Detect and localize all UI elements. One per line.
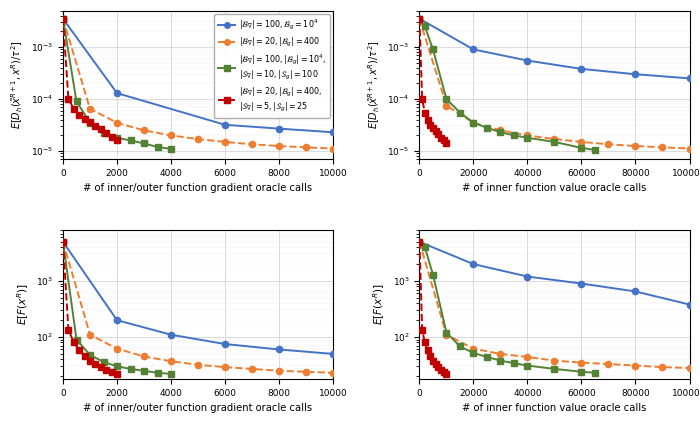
Legend: $|\mathcal{B}_{\nabla}| = 100, \mathcal{B}_g = 10^4$, $|\mathcal{B}_{\nabla}| = : $|\mathcal{B}_{\nabla}| = 100, \mathcal{… bbox=[214, 14, 330, 118]
Y-axis label: $E[D_h(\tilde{x}^{R+1}, x^R)/\tau^2]$: $E[D_h(\tilde{x}^{R+1}, x^R)/\tau^2]$ bbox=[366, 40, 382, 129]
Y-axis label: $E[D_h(\tilde{x}^{R+1}, x^R)/\tau^2]$: $E[D_h(\tilde{x}^{R+1}, x^R)/\tau^2]$ bbox=[10, 40, 25, 129]
X-axis label: # of inner function value oracle calls: # of inner function value oracle calls bbox=[462, 183, 647, 193]
Y-axis label: $E[F(x^R)]$: $E[F(x^R)]$ bbox=[15, 284, 31, 325]
Y-axis label: $E[F(x^R)]$: $E[F(x^R)]$ bbox=[372, 284, 387, 325]
X-axis label: # of inner/outer function gradient oracle calls: # of inner/outer function gradient oracl… bbox=[83, 403, 313, 413]
X-axis label: # of inner function value oracle calls: # of inner function value oracle calls bbox=[462, 403, 647, 413]
X-axis label: # of inner/outer function gradient oracle calls: # of inner/outer function gradient oracl… bbox=[83, 183, 313, 193]
